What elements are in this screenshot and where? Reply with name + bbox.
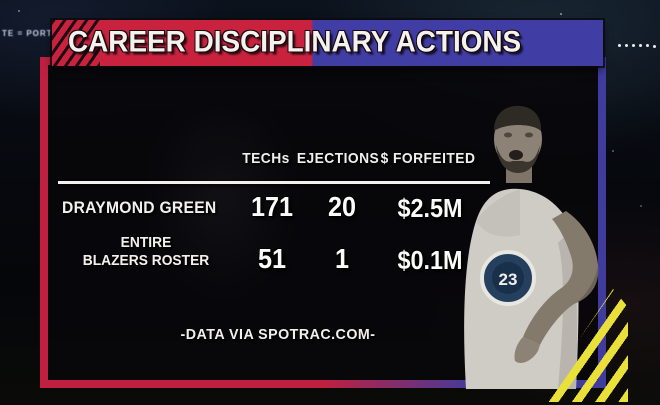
- value-blazers-forfeited: $0.1M: [397, 245, 463, 275]
- row-label-draymond-green: DRAYMOND GREEN: [62, 198, 217, 217]
- row-label-blazers-line2: BLAZERS ROSTER: [82, 252, 210, 269]
- row-label-blazers-roster: ENTIRE BLAZERS ROSTER: [61, 234, 230, 270]
- banner-hatch-pattern: [52, 20, 100, 66]
- row-label-blazers-line1: ENTIRE: [120, 234, 172, 251]
- value-draymond-techs: 171: [250, 191, 294, 222]
- background-scorebug-text: TE = PORTLAND: [2, 29, 79, 38]
- value-blazers-techs: 51: [257, 243, 287, 274]
- title-banner: CAREER DISCIPLINARY ACTIONS: [52, 20, 603, 66]
- jersey-number: 23: [499, 270, 518, 289]
- column-header-ejections: EJECTIONS: [296, 150, 380, 167]
- value-blazers-ejections: 1: [334, 243, 350, 274]
- column-header-forfeited: $ FORFEITED: [380, 150, 476, 167]
- column-header-techs: TECHs: [242, 150, 290, 167]
- value-draymond-forfeited: $2.5M: [397, 193, 463, 223]
- player-photo-draymond-green: 23: [464, 105, 599, 389]
- table-divider-line: [58, 181, 490, 184]
- graphic-title: CAREER DISCIPLINARY ACTIONS: [68, 25, 522, 59]
- data-source-credit: -DATA VIA SPOTRAC.COM-: [180, 326, 376, 343]
- value-draymond-ejections: 20: [327, 191, 357, 222]
